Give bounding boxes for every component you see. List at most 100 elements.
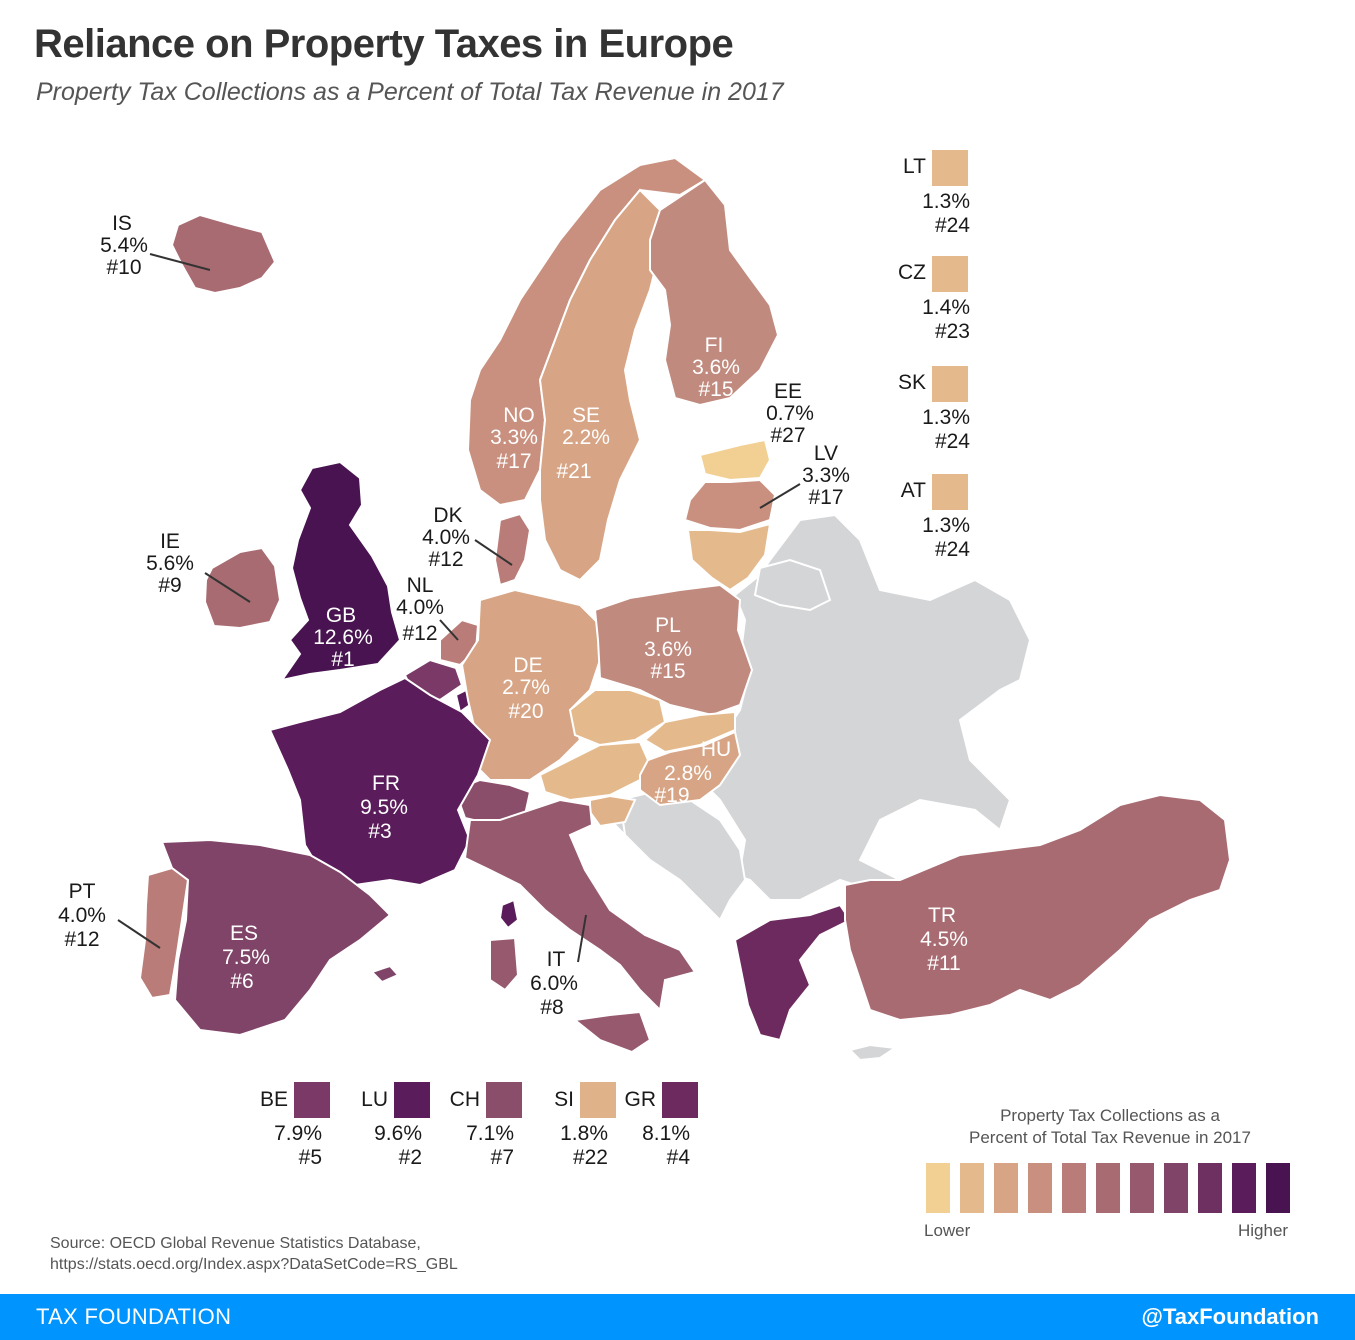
legend-values-be: 7.9% #5 (250, 1122, 322, 1170)
legend-swatch-be (294, 1082, 330, 1118)
label-is-pct: 5.4% (100, 234, 148, 257)
legend-pct-si: 1.8% (560, 1122, 608, 1145)
legend-rank-ch: #7 (490, 1146, 514, 1169)
label-fr-code: FR (372, 772, 400, 795)
label-se-rank: #21 (556, 460, 591, 483)
scale-swatch (1164, 1163, 1188, 1213)
country-dk[interactable] (493, 512, 532, 587)
label-lv-rank: #17 (808, 486, 843, 509)
legend-pct-lu: 9.6% (374, 1122, 422, 1145)
scale-swatch (1062, 1163, 1086, 1213)
legend-rank-sk: #24 (934, 430, 970, 453)
page-title: Reliance on Property Taxes in Europe (34, 22, 734, 66)
country-lv[interactable] (683, 478, 777, 532)
legend-code-gr: GR (624, 1088, 657, 1111)
label-gb-pct: 12.6% (313, 626, 373, 649)
island-corsica (498, 898, 520, 930)
legend-values-ch: 7.1% #7 (442, 1122, 514, 1170)
label-it-rank: #8 (540, 996, 563, 1019)
map-labels: IS 5.4% #10 IE 5.6% #9 GB 12.6% #1 NO 3.… (58, 212, 968, 1019)
scale-low-label: Lower (924, 1221, 971, 1240)
island-sicily (572, 1010, 652, 1054)
source-line-2: https://stats.oecd.org/Index.aspx?DataSe… (50, 1256, 458, 1273)
scale-title-line2: Percent of Total Tax Revenue in 2017 (969, 1128, 1251, 1147)
label-hu-rank: #19 (654, 784, 689, 807)
country-hu[interactable] (639, 730, 742, 807)
label-is-rank: #10 (106, 256, 141, 279)
label-fr-rank: #3 (368, 820, 391, 843)
label-nl-pct: 4.0% (396, 596, 444, 619)
label-it-code: IT (547, 948, 566, 971)
legend-swatch-lu (394, 1082, 430, 1118)
country-de[interactable] (460, 588, 601, 781)
country-gb[interactable] (279, 460, 402, 682)
label-gb-rank: #1 (331, 648, 354, 671)
country-ie[interactable] (203, 546, 282, 630)
label-pt-rank: #12 (64, 928, 99, 951)
legend-values-lt: 1.3% #24 (890, 190, 970, 238)
legend-values-si: 1.8% #22 (536, 1122, 608, 1170)
legend-code-cz: CZ (898, 261, 926, 284)
label-ie-rank: #9 (158, 574, 181, 597)
legend-rank-be: #5 (298, 1146, 322, 1169)
label-es-pct: 7.5% (222, 946, 270, 969)
scale-swatch (1198, 1163, 1222, 1213)
label-fi-rank: #15 (698, 378, 733, 401)
country-se[interactable] (538, 188, 661, 582)
label-ie-pct: 5.6% (146, 552, 194, 575)
scale-swatch (1028, 1163, 1052, 1213)
europe-map: IS 5.4% #10 IE 5.6% #9 GB 12.6% #1 NO 3.… (58, 156, 1232, 1062)
scale-high-label: Higher (1238, 1221, 1289, 1240)
label-pt-pct: 4.0% (58, 904, 106, 927)
label-nl-code: NL (407, 574, 434, 597)
legend-pct-lt: 1.3% (922, 190, 970, 213)
legend-pct-be: 7.9% (274, 1122, 322, 1145)
label-no-code: NO (503, 404, 535, 427)
label-es-rank: #6 (230, 970, 253, 993)
scale-swatch (960, 1163, 984, 1213)
label-pl-pct: 3.6% (644, 638, 692, 661)
country-fi[interactable] (649, 178, 780, 407)
legend-pct-ch: 7.1% (466, 1122, 514, 1145)
scale-swatch (1266, 1163, 1290, 1213)
country-gr[interactable] (733, 903, 852, 1042)
legend-swatch-sk (932, 366, 968, 402)
page-subtitle: Property Tax Collections as a Percent of… (36, 78, 784, 106)
legend-swatch-at (932, 474, 968, 510)
label-de-code: DE (513, 654, 542, 677)
legend-swatch-gr (662, 1082, 698, 1118)
footer-handle[interactable]: @TaxFoundation (1141, 1304, 1319, 1329)
legend-swatch-si (580, 1082, 616, 1118)
country-is[interactable] (170, 213, 277, 295)
legend-code-lt: LT (903, 155, 926, 178)
country-ee[interactable] (698, 438, 772, 482)
country-es[interactable] (160, 838, 392, 1037)
label-pt-code: PT (69, 880, 96, 903)
country-tr[interactable] (844, 793, 1232, 1022)
legend-pct-gr: 8.1% (642, 1122, 690, 1145)
island-balearic (370, 964, 400, 984)
label-is-code: IS (112, 212, 132, 235)
legend-swatch-cz (932, 256, 968, 292)
label-se-code: SE (572, 404, 600, 427)
footer-brand[interactable]: TAX FOUNDATION (36, 1304, 232, 1329)
legend-values-gr: 8.1% #4 (618, 1122, 690, 1170)
label-dk-code: DK (433, 504, 462, 527)
source-line-1: Source: OECD Global Revenue Statistics D… (50, 1235, 421, 1252)
label-tr-code: TR (928, 904, 956, 927)
label-lv-pct: 3.3% (802, 464, 850, 487)
legend-code-sk: SK (897, 371, 926, 394)
country-pl[interactable] (593, 583, 754, 717)
country-lt[interactable] (686, 522, 772, 592)
label-lv-code: LV (814, 442, 838, 465)
legend-values-sk: 1.3% #24 (890, 406, 970, 454)
legend-swatch-lt (932, 150, 968, 186)
scale-swatch (1096, 1163, 1120, 1213)
label-no-rank: #17 (496, 450, 531, 473)
legend-rank-gr: #4 (666, 1146, 690, 1169)
legend-pct-sk: 1.3% (922, 406, 970, 429)
country-fr[interactable] (268, 676, 492, 887)
scale-swatch (994, 1163, 1018, 1213)
country-it[interactable] (463, 798, 697, 1013)
label-ie-code: IE (160, 530, 180, 553)
